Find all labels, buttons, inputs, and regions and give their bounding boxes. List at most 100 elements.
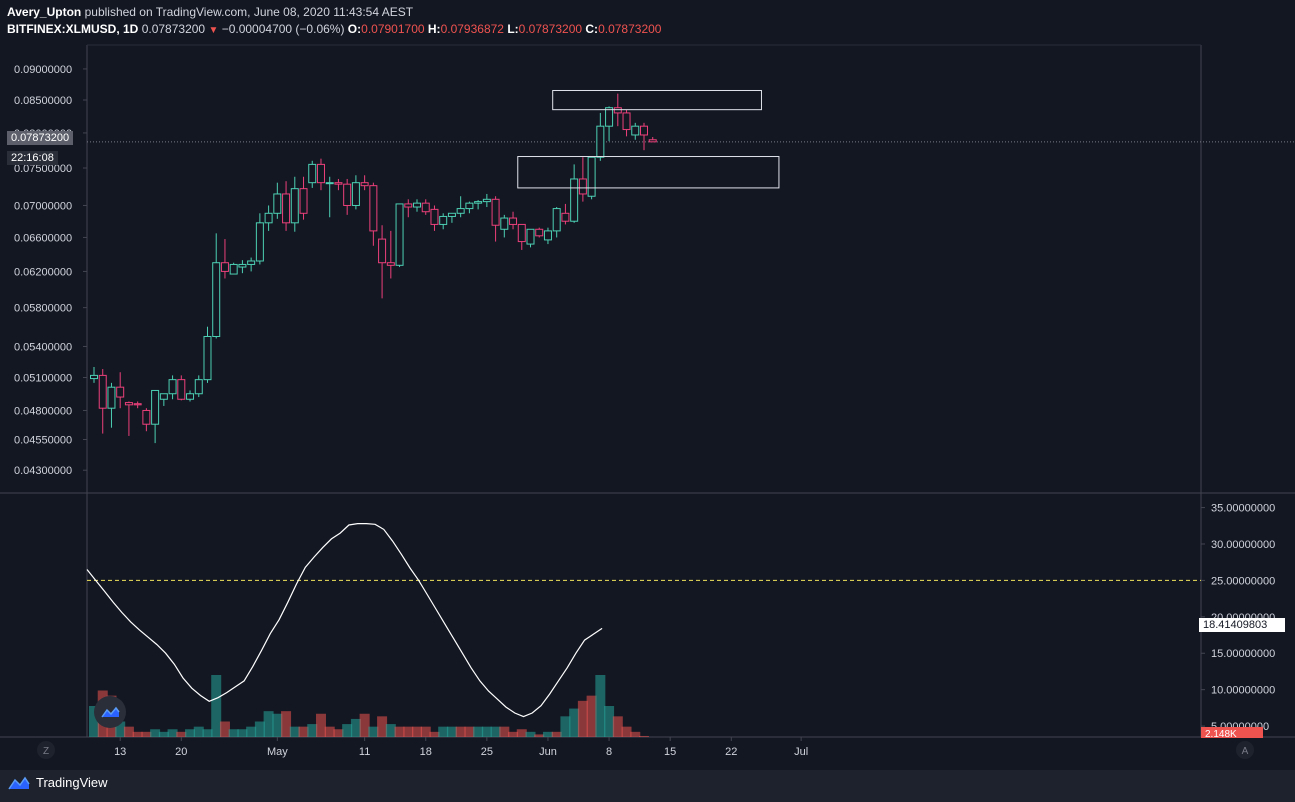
volume-bar [272, 713, 283, 737]
candle-body[interactable] [203, 335, 212, 381]
candle-body[interactable] [168, 379, 177, 395]
candle-body[interactable] [526, 228, 535, 245]
time-tick-label: 22 [725, 746, 737, 758]
candle-body[interactable] [639, 125, 648, 136]
candle-body[interactable] [622, 112, 631, 131]
volume-bar [324, 726, 335, 737]
volume-bar [193, 726, 204, 737]
candle-body[interactable] [142, 409, 151, 425]
zone-rectangle[interactable] [517, 156, 780, 189]
auto-scale-button-label[interactable]: A [1242, 746, 1249, 757]
current-price-label: 0.07873200 [7, 131, 74, 145]
candle-body[interactable] [561, 212, 570, 222]
volume-bar [429, 731, 440, 737]
candlesticks[interactable] [90, 93, 657, 444]
candle-body[interactable] [90, 374, 98, 380]
candle-body[interactable] [613, 107, 622, 114]
candle-body[interactable] [299, 188, 308, 214]
candle-body[interactable] [282, 193, 291, 224]
candle-body[interactable] [648, 139, 657, 143]
price-tick-label: 0.05100000 [14, 373, 72, 385]
volume-bar [403, 726, 414, 737]
tradingview-badge[interactable] [94, 696, 126, 728]
volume-bar [446, 726, 457, 737]
volume-bar [481, 726, 492, 737]
candle-body[interactable] [395, 203, 404, 266]
candle-body[interactable] [570, 178, 579, 222]
zoom-button[interactable] [37, 741, 55, 759]
candle-body[interactable] [500, 217, 509, 230]
candle-body[interactable] [229, 263, 238, 275]
tradingview-logo[interactable]: TradingView [8, 775, 108, 790]
candle-body[interactable] [107, 386, 116, 409]
candle-body[interactable] [151, 389, 160, 425]
candle-body[interactable] [124, 402, 133, 406]
candle-body[interactable] [360, 182, 369, 187]
candle-body[interactable] [264, 212, 273, 224]
candle-body[interactable] [238, 263, 247, 268]
candle-body[interactable] [404, 203, 413, 208]
price-tick-label: 0.06600000 [14, 232, 72, 244]
candle-body[interactable] [421, 202, 430, 213]
drawn-zones[interactable] [517, 89, 780, 189]
candle-body[interactable] [413, 202, 422, 208]
time-axis[interactable]: 13 20 May 11 18 25 Jun 8 15 22 Jul Z A [37, 737, 1254, 759]
candle-body[interactable] [535, 228, 544, 237]
candle-body[interactable] [316, 163, 325, 184]
candle-body[interactable] [325, 182, 334, 185]
symbol-label[interactable]: BITFINEX:XLMUSD, 1D [7, 22, 139, 36]
volume-bar [377, 716, 388, 737]
candle-body[interactable] [133, 403, 142, 406]
candle-body[interactable] [587, 156, 596, 197]
candle-body[interactable] [430, 208, 439, 225]
candle-body[interactable] [186, 393, 195, 400]
candle-body[interactable] [386, 262, 395, 266]
candle-body[interactable] [194, 379, 203, 395]
candle-body[interactable] [482, 198, 491, 203]
zone-rectangle[interactable] [552, 89, 762, 111]
candle-body[interactable] [255, 222, 264, 262]
candle-body[interactable] [290, 188, 299, 224]
candle-body[interactable] [517, 223, 526, 243]
zoom-button-label[interactable]: Z [43, 746, 49, 757]
author-name[interactable]: Avery_Upton [7, 5, 82, 19]
volume-bar [211, 675, 222, 737]
candle-body[interactable] [351, 182, 360, 206]
candle-body[interactable] [552, 208, 561, 232]
candle-body[interactable] [491, 198, 500, 226]
volume-bar [595, 675, 606, 737]
candle-body[interactable] [378, 238, 387, 264]
brand-name: TradingView [36, 775, 108, 790]
candle-body[interactable] [474, 201, 483, 204]
candle-body[interactable] [578, 178, 587, 195]
candle-body[interactable] [509, 217, 518, 225]
price-tick-label: 0.05800000 [14, 303, 72, 315]
chart-canvas[interactable]: 0.090000000.085000000.080000000.07500000… [0, 0, 1295, 770]
candle-body[interactable] [369, 185, 378, 232]
candle-body[interactable] [334, 182, 343, 185]
candle-body[interactable] [220, 262, 229, 272]
candle-body[interactable] [308, 163, 317, 184]
candle-body[interactable] [273, 193, 282, 214]
candle-body[interactable] [212, 262, 221, 337]
candle-body[interactable] [447, 212, 456, 217]
candle-body[interactable] [631, 125, 640, 136]
candle-body[interactable] [177, 379, 186, 400]
candle-body[interactable] [596, 125, 605, 158]
volume-bar [551, 731, 562, 737]
volume-value-label: 2.148K [1201, 727, 1263, 738]
candle-body[interactable] [159, 393, 168, 400]
volume-bar [289, 726, 300, 737]
candle-body[interactable] [116, 386, 125, 398]
candle-body[interactable] [98, 374, 107, 409]
candle-body[interactable] [439, 215, 448, 225]
close-label: C: [585, 22, 599, 36]
auto-scale-button[interactable] [1236, 741, 1254, 759]
candle-body[interactable] [456, 208, 465, 214]
candle-body[interactable] [247, 260, 256, 265]
candle-body[interactable] [343, 183, 352, 206]
volume-bar [141, 731, 152, 737]
candle-body[interactable] [605, 107, 614, 127]
candle-body[interactable] [543, 230, 552, 241]
candle-body[interactable] [465, 202, 474, 210]
